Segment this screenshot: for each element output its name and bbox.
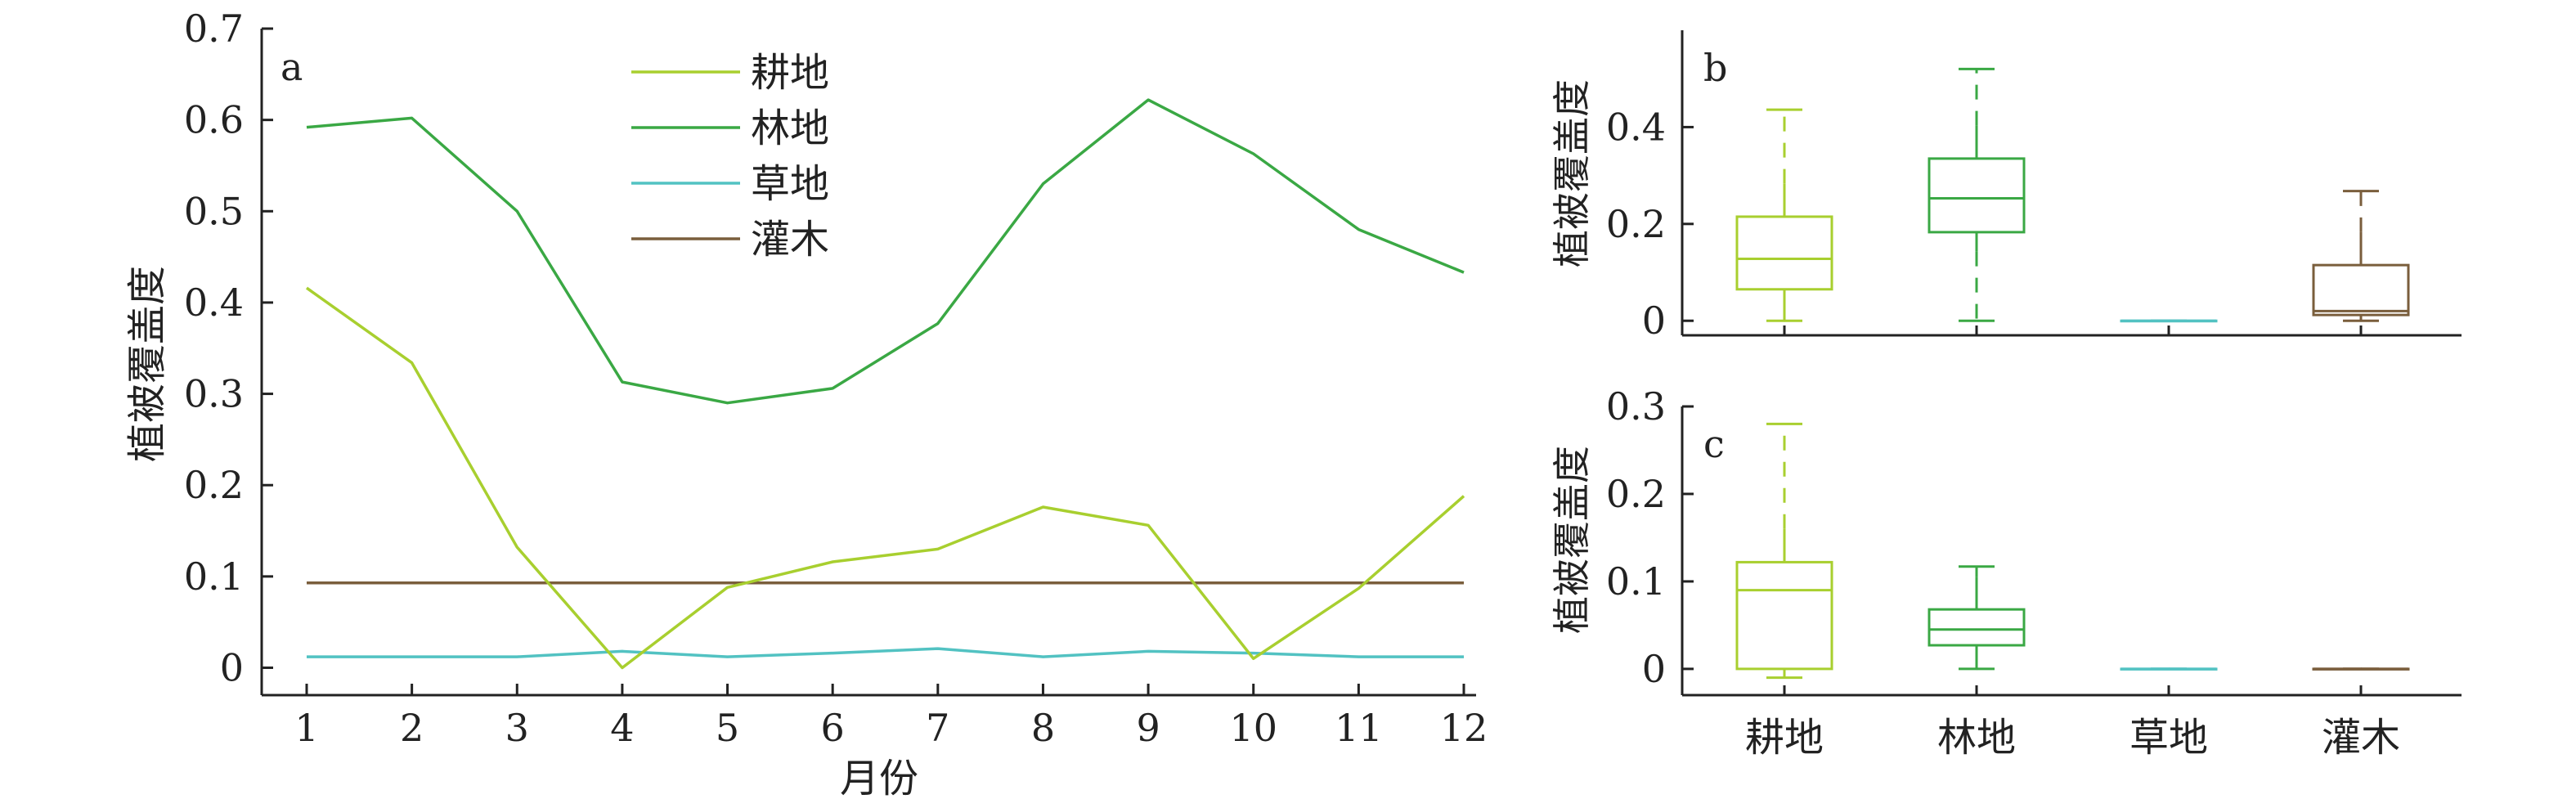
box-iqr: [1928, 157, 2026, 234]
y-tick-label: 0.5: [184, 189, 244, 233]
x-tick-label: 9: [1136, 706, 1160, 750]
series-line-3: [307, 647, 1464, 658]
x-category-label: 草地: [2129, 715, 2208, 761]
panel-label: c: [1703, 422, 1725, 466]
x-tick-label: 11: [1335, 706, 1383, 750]
y-tick-label: 0.3: [1606, 384, 1666, 429]
legend-label: 林地: [751, 105, 829, 151]
x-tick-label: 3: [505, 706, 529, 750]
panel-b-box-plot: 0 0.2 0.4 植被覆盖度 b: [1550, 30, 2462, 343]
x-tick-label: 7: [926, 706, 949, 750]
y-tick-label: 0.7: [184, 7, 244, 51]
panel-c-box-plot: 0 0.1 0.2 0.3 植被覆盖度 c 耕地 林地 草地 灌木: [1550, 384, 2462, 761]
panel-label: a: [280, 45, 303, 89]
y-tick-label: 0.3: [184, 372, 244, 416]
x-tick-label: 10: [1229, 706, 1277, 750]
x-category-label: 耕地: [1745, 715, 1824, 761]
x-category-label: 林地: [1937, 715, 2016, 761]
box-iqr: [1928, 608, 2026, 647]
y-tick-label: 0.6: [184, 98, 244, 142]
x-tick-label: 2: [400, 706, 424, 750]
y-tick-label: 0: [1642, 647, 1666, 691]
y-axis-title: 植被覆盖度: [124, 266, 170, 462]
box-iqr: [1735, 560, 1833, 671]
x-axis-title: 月份: [840, 756, 918, 801]
y-tick-label: 0: [1642, 299, 1666, 343]
y-axis-title: 植被覆盖度: [1550, 79, 1594, 267]
x-tick-label: 8: [1031, 706, 1055, 750]
y-tick-label: 0.2: [184, 463, 244, 507]
series-line-2: [306, 98, 1465, 405]
y-axis-title: 植被覆盖度: [1550, 446, 1594, 634]
y-tick-label: 0.1: [1606, 559, 1666, 604]
y-tick-label: 0.2: [1606, 472, 1666, 516]
x-tick-label: 4: [610, 706, 634, 750]
x-tick-label: 6: [821, 706, 845, 750]
y-tick-label: 0.4: [1606, 105, 1666, 149]
y-tick-label: 0.2: [1606, 202, 1666, 246]
box-iqr: [2312, 263, 2410, 316]
legend-label: 灌木: [751, 217, 829, 263]
x-tick-label: 1: [294, 706, 318, 750]
x-tick-label: 5: [716, 706, 739, 750]
y-tick-label: 0.1: [184, 554, 244, 599]
legend-label: 耕地: [751, 50, 829, 96]
y-tick-label: 0: [220, 646, 244, 690]
x-tick-label: 12: [1440, 706, 1488, 750]
x-category-label: 灌木: [2322, 715, 2400, 761]
box-iqr: [1735, 215, 1833, 291]
series-line-1: [305, 286, 1465, 670]
legend-label: 草地: [751, 161, 829, 207]
panel-a-line-chart: 00.10.20.30.40.50.60.71 2 3 4 5 6 7 8 9 10 11 12月份植…: [124, 7, 1488, 801]
y-tick-label: 0.4: [184, 281, 244, 325]
panel-label: b: [1703, 46, 1727, 90]
